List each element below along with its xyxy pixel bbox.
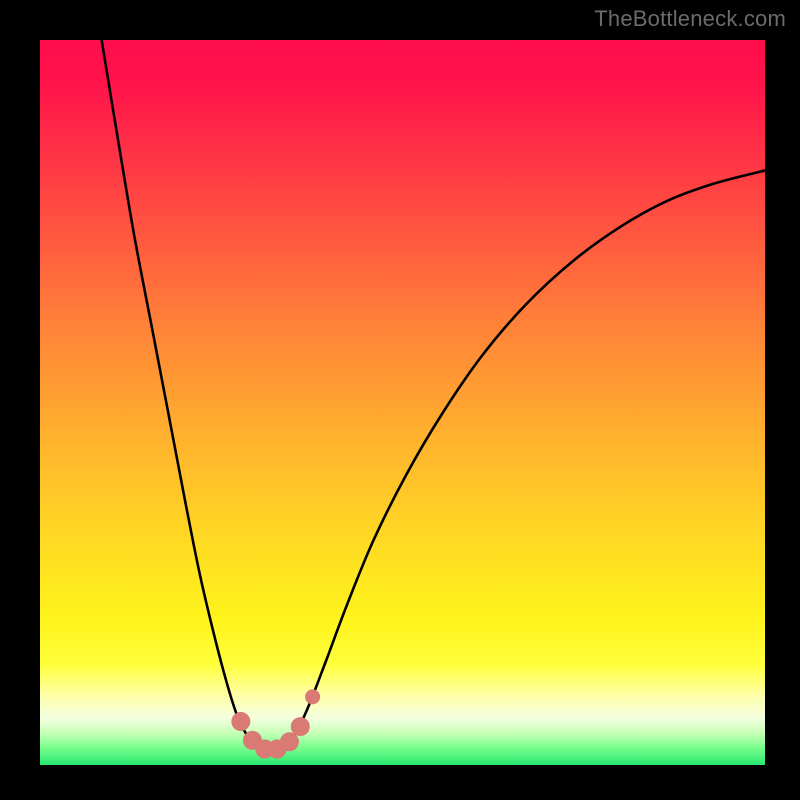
plot-area xyxy=(40,40,765,765)
data-markers xyxy=(232,690,320,758)
data-point-marker xyxy=(306,690,320,704)
chart-svg xyxy=(40,40,765,765)
watermark-text: TheBottleneck.com xyxy=(594,6,786,32)
data-point-marker xyxy=(232,713,250,731)
bottleneck-curve xyxy=(102,40,765,751)
data-point-marker xyxy=(291,718,309,736)
chart-stage: { "meta": { "watermark_text": "TheBottle… xyxy=(0,0,800,800)
data-point-marker xyxy=(280,733,298,751)
